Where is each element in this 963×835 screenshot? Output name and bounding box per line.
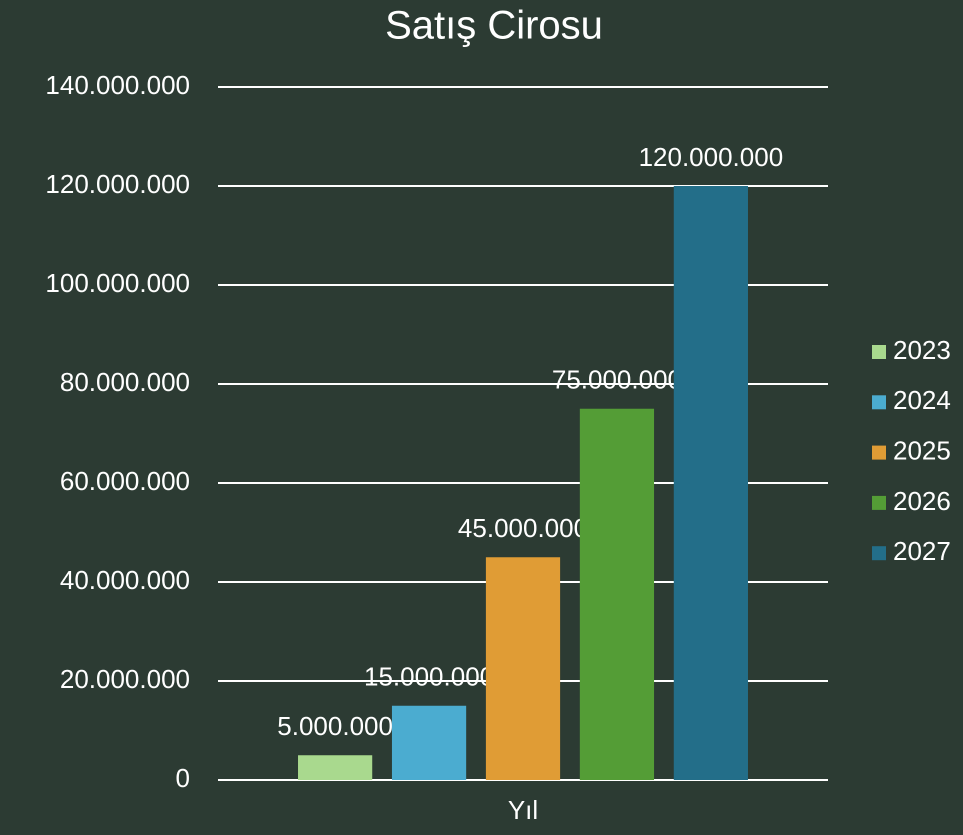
bar bbox=[391, 705, 467, 780]
legend-swatch bbox=[872, 345, 886, 359]
legend-swatch bbox=[872, 546, 886, 561]
bar bbox=[485, 557, 561, 780]
legend-swatch bbox=[872, 495, 886, 510]
data-label: 5.000.000 bbox=[277, 711, 393, 741]
y-tick-label: 140.000.000 bbox=[45, 70, 190, 100]
chart-title: Satış Cirosu bbox=[385, 4, 603, 48]
y-tick-label: 20.000.000 bbox=[60, 664, 190, 694]
y-tick-label: 100.000.000 bbox=[45, 268, 190, 298]
legend-label: 2027 bbox=[893, 536, 951, 566]
legend-label: 2024 bbox=[893, 385, 951, 415]
bar bbox=[673, 186, 748, 780]
legend-label: 2023 bbox=[893, 335, 951, 365]
data-label: 45.000.000 bbox=[458, 513, 588, 543]
y-tick-label: 40.000.000 bbox=[60, 565, 190, 595]
data-label: 120.000.000 bbox=[639, 142, 784, 172]
legend-swatch bbox=[872, 445, 886, 460]
legend-label: 2026 bbox=[893, 486, 951, 516]
data-label: 15.000.000 bbox=[364, 662, 494, 692]
legend-label: 2025 bbox=[893, 435, 951, 465]
y-tick-label: 80.000.000 bbox=[60, 367, 190, 397]
legend-swatch bbox=[872, 395, 886, 410]
data-label: 75.000.000 bbox=[552, 365, 682, 395]
y-tick-label: 120.000.000 bbox=[45, 169, 190, 199]
y-tick-label: 0 bbox=[176, 763, 190, 793]
y-tick-label: 60.000.000 bbox=[60, 466, 190, 496]
bar bbox=[298, 755, 373, 780]
bar bbox=[579, 408, 655, 780]
x-tick-label: Yıl bbox=[508, 795, 538, 825]
